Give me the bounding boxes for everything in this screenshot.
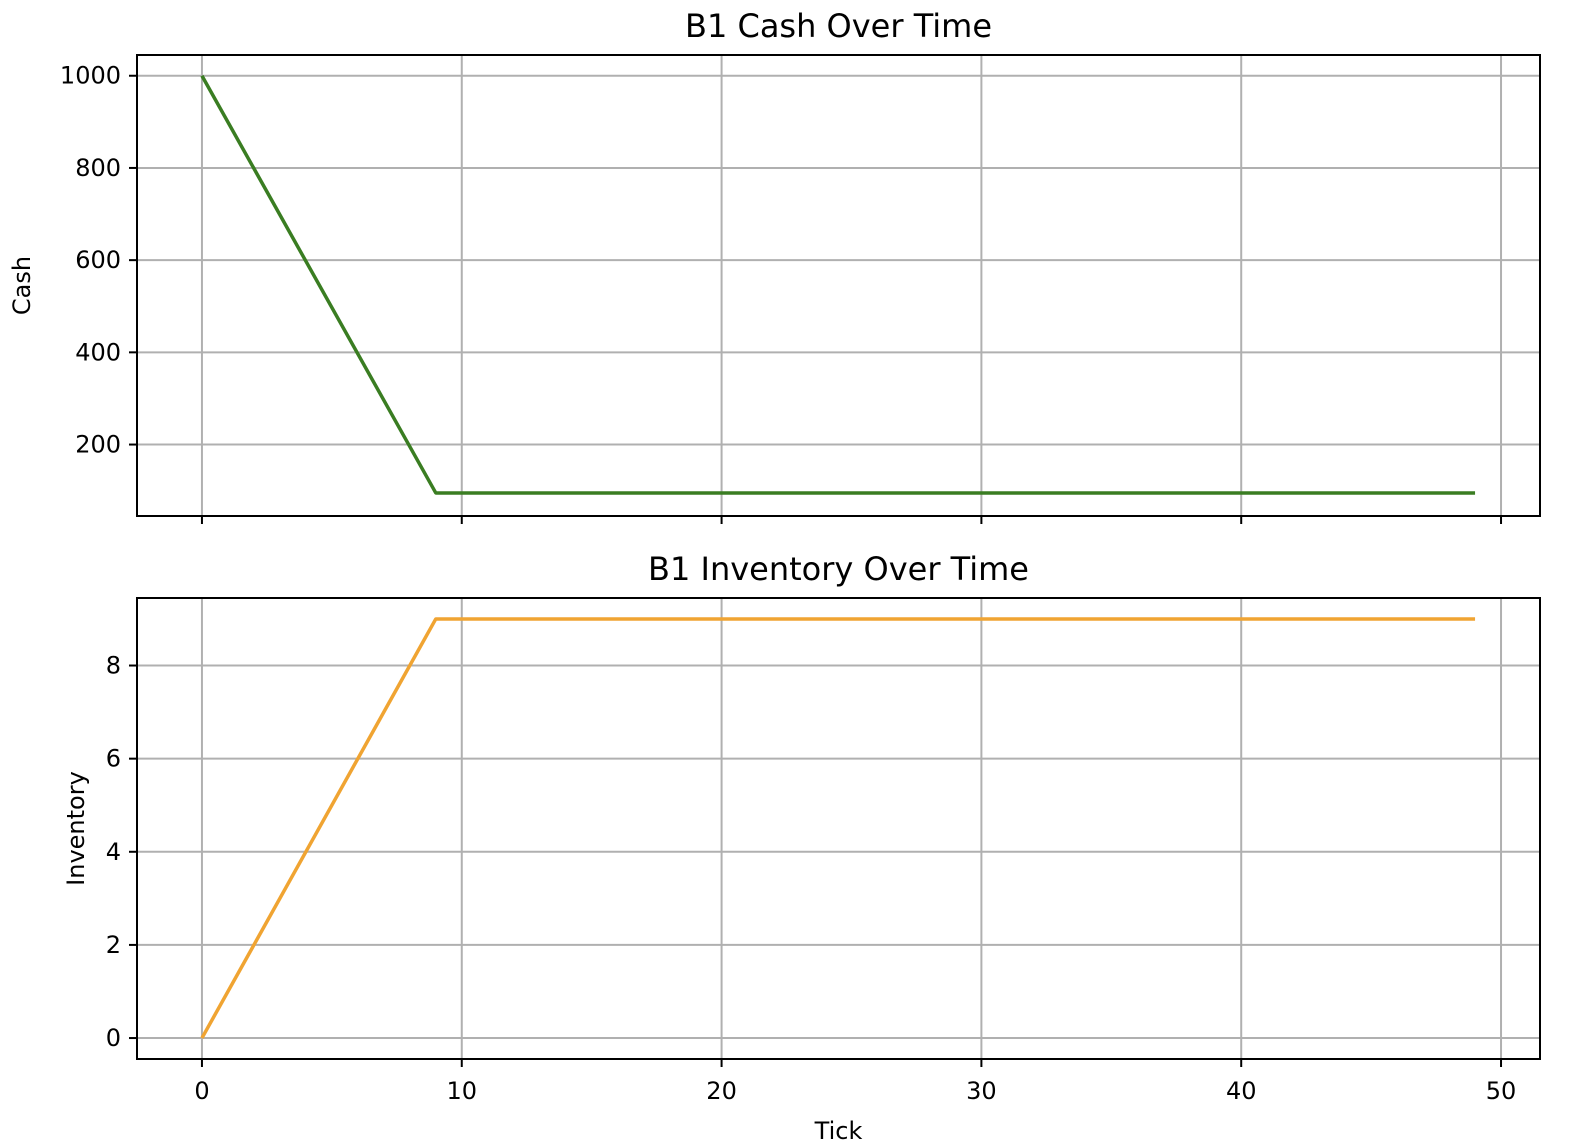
x-axis-label: Tick [814,1117,863,1144]
series-line-1 [200,617,1476,1039]
x-tick-label: 50 [1486,1077,1517,1105]
x-tick-label: 0 [194,1077,209,1105]
y-axis-label: Inventory [62,771,90,886]
subplot-1: 200 400 600 800 1000 B1 Cash Over Time Cash [8,7,1541,524]
y-axis-label: Cash [8,256,36,315]
plot-frame [136,597,1541,1060]
y-tick-label: 200 [75,431,121,459]
y-tick-label: 6 [106,745,121,773]
y-tick-label: 8 [106,652,121,680]
x-tick-label: 20 [706,1077,737,1105]
y-tick-label: 2 [106,931,121,959]
subplot-2: 0 10 20 30 40 50 0 2 4 6 8 B1 Inventory Over Time In… [62,550,1541,1144]
y-tick-label: 0 [106,1024,121,1052]
chart-title: B1 Inventory Over Time [648,550,1029,588]
y-tick-label: 4 [106,838,121,866]
y-tick-label: 800 [75,154,121,182]
plot-frame [136,54,1541,517]
y-tick-label: 600 [75,246,121,274]
series-line-1 [200,74,1476,495]
y-tick-label: 400 [75,338,121,366]
y-tick-label: 1000 [60,62,121,90]
x-tick-label: 30 [966,1077,997,1105]
chart-title: B1 Cash Over Time [685,7,992,45]
x-tick-label: 10 [446,1077,477,1105]
x-tick-label: 40 [1226,1077,1257,1105]
